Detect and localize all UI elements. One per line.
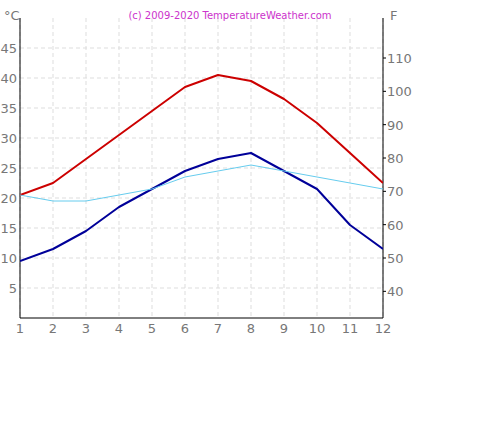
x-tick-label: 3 (82, 321, 90, 336)
y-tick-label: 15 (0, 221, 17, 236)
grid-line (251, 18, 252, 318)
y2-tick-label: 80 (387, 151, 404, 166)
series-line (20, 165, 383, 201)
y-axis-label: °C (4, 8, 20, 23)
y-tick-label: 5 (9, 281, 17, 296)
grid-line (20, 288, 383, 289)
series-line (20, 153, 383, 261)
x-tick-label: 5 (148, 321, 156, 336)
x-tick-label: 8 (247, 321, 255, 336)
y2-tick (383, 158, 386, 159)
chart: 5101520253035404540506070809010011012345… (0, 0, 504, 425)
y2-tick-label: 50 (387, 251, 404, 266)
grid-line (86, 18, 87, 318)
title: (c) 2009-2020 TemperatureWeather.com (128, 10, 331, 21)
x-tick-label: 12 (375, 321, 392, 336)
grid-line (317, 18, 318, 318)
y-tick-label: 45 (0, 41, 17, 56)
x-tick-label: 7 (214, 321, 222, 336)
grid-line (20, 48, 383, 49)
y2-tick-label: 110 (387, 51, 412, 66)
grid-line (20, 138, 383, 139)
y2-tick-label: 100 (387, 84, 412, 99)
y2-tick (383, 224, 386, 225)
grid-line (218, 18, 219, 318)
y2-axis-label: F (390, 8, 397, 23)
y-axis (20, 18, 21, 318)
series-line (20, 75, 383, 195)
grid-line (383, 18, 384, 318)
y-tick-label: 35 (0, 101, 17, 116)
grid-line (152, 18, 153, 318)
x-tick-label: 1 (16, 321, 24, 336)
grid-line (284, 18, 285, 318)
x-axis (20, 318, 383, 319)
x-tick-label: 2 (49, 321, 57, 336)
x-tick-label: 11 (342, 321, 359, 336)
x-tick-label: 10 (309, 321, 326, 336)
grid-line (20, 18, 21, 318)
grid-line (20, 198, 383, 199)
y2-tick (383, 291, 386, 292)
y-tick-label: 30 (0, 131, 17, 146)
grid-line (20, 108, 383, 109)
y2-tick (383, 124, 386, 125)
plot-lines (20, 75, 383, 261)
y2-tick-label: 40 (387, 284, 404, 299)
grid-line (350, 18, 351, 318)
x-tick-label: 6 (181, 321, 189, 336)
y-tick-label: 25 (0, 161, 17, 176)
grid-line (53, 18, 54, 318)
y2-tick-label: 90 (387, 118, 404, 133)
y2-tick (383, 191, 386, 192)
y-tick-label: 10 (0, 251, 17, 266)
grid-line (20, 258, 383, 259)
grid-line (119, 18, 120, 318)
y2-tick (383, 91, 386, 92)
x-tick-label: 9 (280, 321, 288, 336)
y-tick-label: 20 (0, 191, 17, 206)
y2-tick-label: 70 (387, 184, 404, 199)
y-tick-label: 40 (0, 71, 17, 86)
x-tick-label: 4 (115, 321, 123, 336)
y2-axis (383, 18, 384, 318)
grid-line (20, 78, 383, 79)
y2-tick-label: 60 (387, 218, 404, 233)
grid-line (185, 18, 186, 318)
y2-tick (383, 58, 386, 59)
y2-tick (383, 258, 386, 259)
grid-line (20, 228, 383, 229)
